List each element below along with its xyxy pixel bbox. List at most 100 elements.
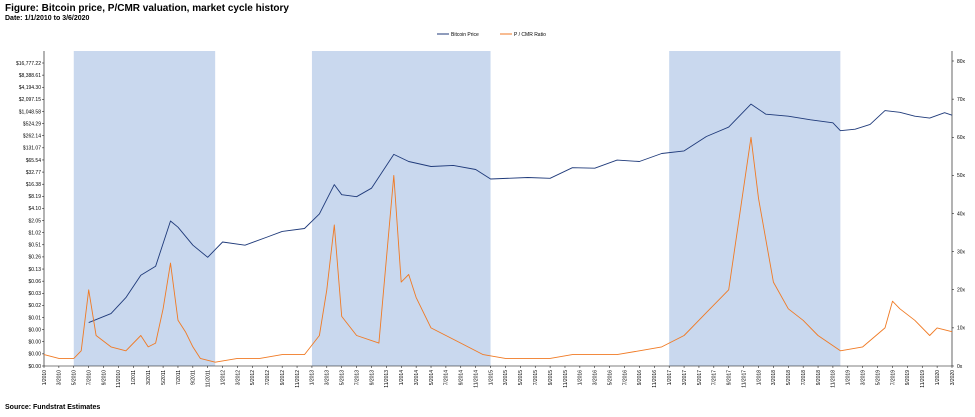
x-tick-label: 5/2018 bbox=[786, 370, 792, 386]
x-tick-label: 11/2011 bbox=[206, 370, 212, 388]
shaded-period-3 bbox=[669, 51, 841, 366]
legend-label-ratio: P / CMR Ratio bbox=[514, 32, 546, 38]
shaded-period-2 bbox=[311, 51, 491, 366]
chart-title: Figure: Bitcoin price, P/CMR valuation, … bbox=[5, 3, 289, 14]
x-tick-label: 5/2019 bbox=[875, 370, 881, 386]
x-tick-label: 3/2017 bbox=[682, 370, 688, 386]
left-tick-label: $2,097.15 bbox=[19, 97, 41, 103]
x-tick-label: 3/2018 bbox=[771, 370, 777, 386]
x-tick-label: 11/2015 bbox=[563, 370, 569, 388]
x-tick-label: 1/2019 bbox=[846, 370, 852, 386]
x-tick-label: 9/2016 bbox=[637, 370, 643, 386]
left-tick-label: $2.05 bbox=[28, 218, 41, 224]
x-tick-label: 3/2010 bbox=[57, 370, 63, 386]
x-tick-label: 5/2016 bbox=[607, 370, 613, 386]
x-tick-label: 9/2011 bbox=[191, 370, 197, 385]
x-tick-label: 1/2017 bbox=[667, 370, 673, 386]
x-tick-label: 3/2013 bbox=[325, 370, 331, 386]
right-tick-label: 0x bbox=[957, 364, 963, 370]
x-tick-label: 7/2012 bbox=[265, 370, 271, 386]
x-tick-label: 1/2016 bbox=[578, 370, 584, 386]
x-tick-label: 5/2015 bbox=[518, 370, 524, 386]
x-tick-label: 11/2013 bbox=[384, 370, 390, 388]
x-tick-label: 11/2016 bbox=[652, 370, 658, 388]
right-tick-label: 50x bbox=[957, 173, 966, 179]
x-tick-label: 1/2012 bbox=[220, 370, 226, 386]
legend-label-price: Bitcoin Price bbox=[451, 32, 479, 38]
x-tick-label: 1/2015 bbox=[488, 370, 494, 386]
left-tick-label: $65.54 bbox=[26, 158, 42, 164]
left-tick-label: $1,048.58 bbox=[19, 109, 41, 115]
x-tick-label: 1/2010 bbox=[42, 370, 48, 386]
left-tick-label: $524.29 bbox=[23, 121, 41, 127]
left-tick-label: $0.00 bbox=[28, 340, 41, 346]
x-tick-label: 9/2018 bbox=[816, 370, 822, 386]
x-tick-label: 5/2012 bbox=[250, 370, 256, 386]
bitcoin-price-line bbox=[88, 103, 953, 324]
left-tick-label: $0.03 bbox=[28, 291, 41, 297]
left-tick-label: $4.10 bbox=[28, 206, 41, 212]
shaded-period-1 bbox=[73, 51, 216, 366]
x-tick-label: 9/2015 bbox=[548, 370, 554, 386]
x-tick-label: 3/2012 bbox=[235, 370, 241, 386]
left-tick-label: $0.00 bbox=[28, 364, 41, 370]
x-tick-label: 3/2015 bbox=[503, 370, 509, 386]
x-tick-label: 11/2010 bbox=[116, 370, 122, 388]
chart-subtitle: Date: 1/1/2010 to 3/6/2020 bbox=[5, 15, 90, 22]
x-tick-label: 9/2014 bbox=[459, 370, 465, 386]
right-tick-label: 40x bbox=[957, 211, 966, 217]
left-tick-label: $32.77 bbox=[26, 170, 42, 176]
left-tick-label: $262.14 bbox=[23, 134, 41, 140]
x-tick-label: 3/2019 bbox=[860, 370, 866, 386]
x-tick-label: 7/2017 bbox=[712, 370, 718, 386]
x-tick-label: 9/2019 bbox=[905, 370, 911, 386]
left-tick-label: $4,194.30 bbox=[19, 85, 41, 91]
right-tick-label: 10x bbox=[957, 326, 966, 332]
x-tick-label: 3/2016 bbox=[593, 370, 599, 386]
x-tick-label: 7/2019 bbox=[890, 370, 896, 386]
left-tick-label: $0.51 bbox=[28, 243, 41, 249]
x-tick-label: 3/2011 bbox=[146, 370, 152, 385]
x-tick-label: 5/2011 bbox=[161, 370, 167, 385]
left-tick-label: $8,388.61 bbox=[19, 73, 41, 79]
x-tick-label: 9/2010 bbox=[101, 370, 107, 386]
left-tick-label: $0.26 bbox=[28, 255, 41, 261]
x-tick-label: 1/2013 bbox=[310, 370, 316, 386]
x-tick-label: 9/2012 bbox=[280, 370, 286, 386]
x-tick-label: 7/2010 bbox=[86, 370, 92, 386]
left-tick-label: $0.00 bbox=[28, 327, 41, 333]
x-tick-label: 9/2013 bbox=[369, 370, 375, 386]
pcmr-ratio-line bbox=[43, 136, 953, 363]
x-tick-label: 9/2017 bbox=[727, 370, 733, 386]
left-tick-label: $131.07 bbox=[23, 146, 41, 152]
x-tick-label: 1/2014 bbox=[399, 370, 405, 386]
x-tick-label: 1/2020 bbox=[935, 370, 941, 386]
left-tick-label: $16.38 bbox=[26, 182, 42, 188]
left-tick-label: $0.01 bbox=[28, 315, 41, 321]
left-tick-label: $16,777.22 bbox=[16, 61, 41, 67]
x-tick-label: 1/2018 bbox=[756, 370, 762, 386]
source-note: Source: Fundstrat Estimates bbox=[5, 404, 101, 411]
x-tick-label: 11/2019 bbox=[920, 370, 926, 388]
x-tick-label: 7/2011 bbox=[176, 370, 182, 385]
left-tick-label: $0.13 bbox=[28, 267, 41, 273]
x-tick-label: 7/2013 bbox=[354, 370, 360, 386]
left-tick-label: $0.02 bbox=[28, 303, 41, 309]
right-tick-label: 30x bbox=[957, 249, 966, 255]
right-tick-label: 20x bbox=[957, 288, 966, 294]
left-tick-label: $0.00 bbox=[28, 352, 41, 358]
left-tick-label: $0.06 bbox=[28, 279, 41, 285]
x-tick-label: 5/2013 bbox=[340, 370, 346, 386]
x-tick-label: 7/2014 bbox=[444, 370, 450, 386]
x-tick-label: 3/2014 bbox=[414, 370, 420, 386]
x-tick-label: 5/2017 bbox=[697, 370, 703, 386]
x-tick-label: 1/2011 bbox=[131, 370, 137, 385]
x-tick-label: 7/2018 bbox=[801, 370, 807, 386]
left-tick-label: $8.19 bbox=[28, 194, 41, 200]
right-tick-label: 60x bbox=[957, 135, 966, 141]
x-tick-label: 11/2017 bbox=[741, 370, 747, 388]
x-tick-label: 7/2015 bbox=[533, 370, 539, 386]
x-tick-label: 5/2010 bbox=[72, 370, 78, 386]
x-tick-label: 5/2014 bbox=[429, 370, 435, 386]
